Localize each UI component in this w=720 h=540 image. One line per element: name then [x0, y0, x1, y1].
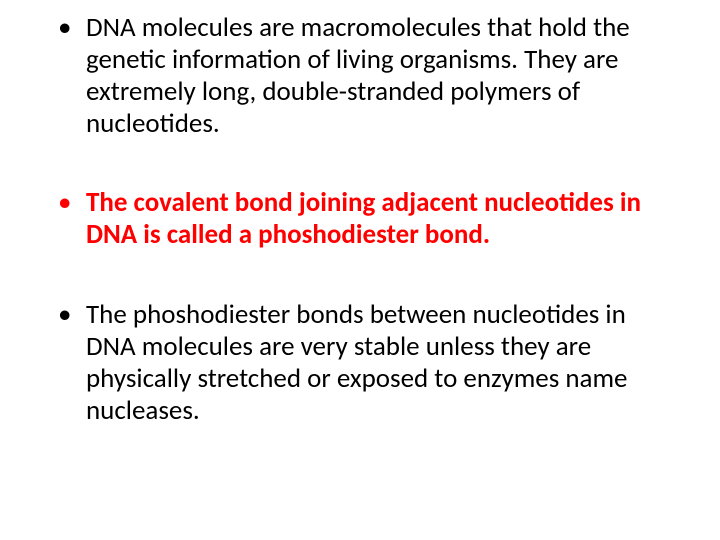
- slide-body: DNA molecules are macromolecules that ho…: [0, 0, 720, 540]
- list-item: The covalent bond joining adjacent nucle…: [50, 187, 670, 251]
- bullet-list: DNA molecules are macromolecules that ho…: [50, 12, 670, 427]
- list-item: DNA molecules are macromolecules that ho…: [50, 12, 670, 139]
- list-item: The phoshodiester bonds between nucleoti…: [50, 299, 670, 426]
- bullet-text: The phoshodiester bonds between nucleoti…: [86, 298, 628, 427]
- bullet-text: The covalent bond joining adjacent nucle…: [86, 186, 641, 251]
- bullet-text: DNA molecules are macromolecules that ho…: [86, 11, 630, 140]
